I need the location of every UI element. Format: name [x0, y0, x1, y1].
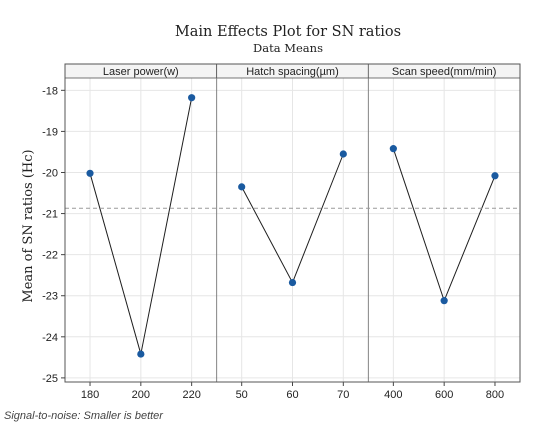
x-tick-label: 200: [132, 389, 150, 401]
y-tick-label: -19: [42, 126, 58, 138]
panel-title: Scan speed(mm/min): [392, 66, 497, 78]
x-tick-label: 600: [435, 389, 453, 401]
x-tick-label: 70: [337, 389, 349, 401]
x-tick-label: 220: [182, 389, 200, 401]
chart-subtitle: Data Means: [253, 41, 323, 55]
x-tick-label: 400: [384, 389, 402, 401]
x-tick-label: 180: [81, 389, 99, 401]
data-point: [137, 350, 145, 358]
chart-title: Main Effects Plot for SN ratios: [175, 24, 401, 40]
plot-area: Laser power(w) 180 200 220 Hatch spacing(µm)…: [42, 63, 521, 401]
y-axis-label: Mean of SN ratios (Hc): [21, 149, 36, 302]
y-tick-label: -21: [42, 209, 58, 221]
panel-title: Hatch spacing(µm): [246, 66, 339, 78]
y-tick-label: -20: [42, 167, 58, 179]
panel-title: Laser power(w): [103, 66, 179, 78]
footnote: Signal-to-noise: Smaller is better: [4, 410, 163, 422]
data-point: [440, 297, 448, 305]
data-point: [86, 169, 94, 177]
y-tick-label: -25: [42, 373, 58, 385]
data-point: [389, 145, 397, 153]
data-point: [288, 278, 297, 287]
plot-frame: [64, 63, 521, 383]
data-point: [491, 172, 499, 180]
x-tick-label: 60: [286, 389, 298, 401]
y-tick-label: -23: [42, 291, 58, 303]
y-tick-label: -22: [42, 250, 58, 262]
data-point: [188, 94, 196, 102]
data-point: [238, 183, 246, 191]
x-tick-label: 800: [486, 389, 504, 401]
x-tick-label: 50: [236, 389, 248, 401]
y-tick-label: -24: [42, 332, 58, 344]
data-point: [339, 150, 347, 158]
y-tick-label: -18: [42, 85, 58, 97]
